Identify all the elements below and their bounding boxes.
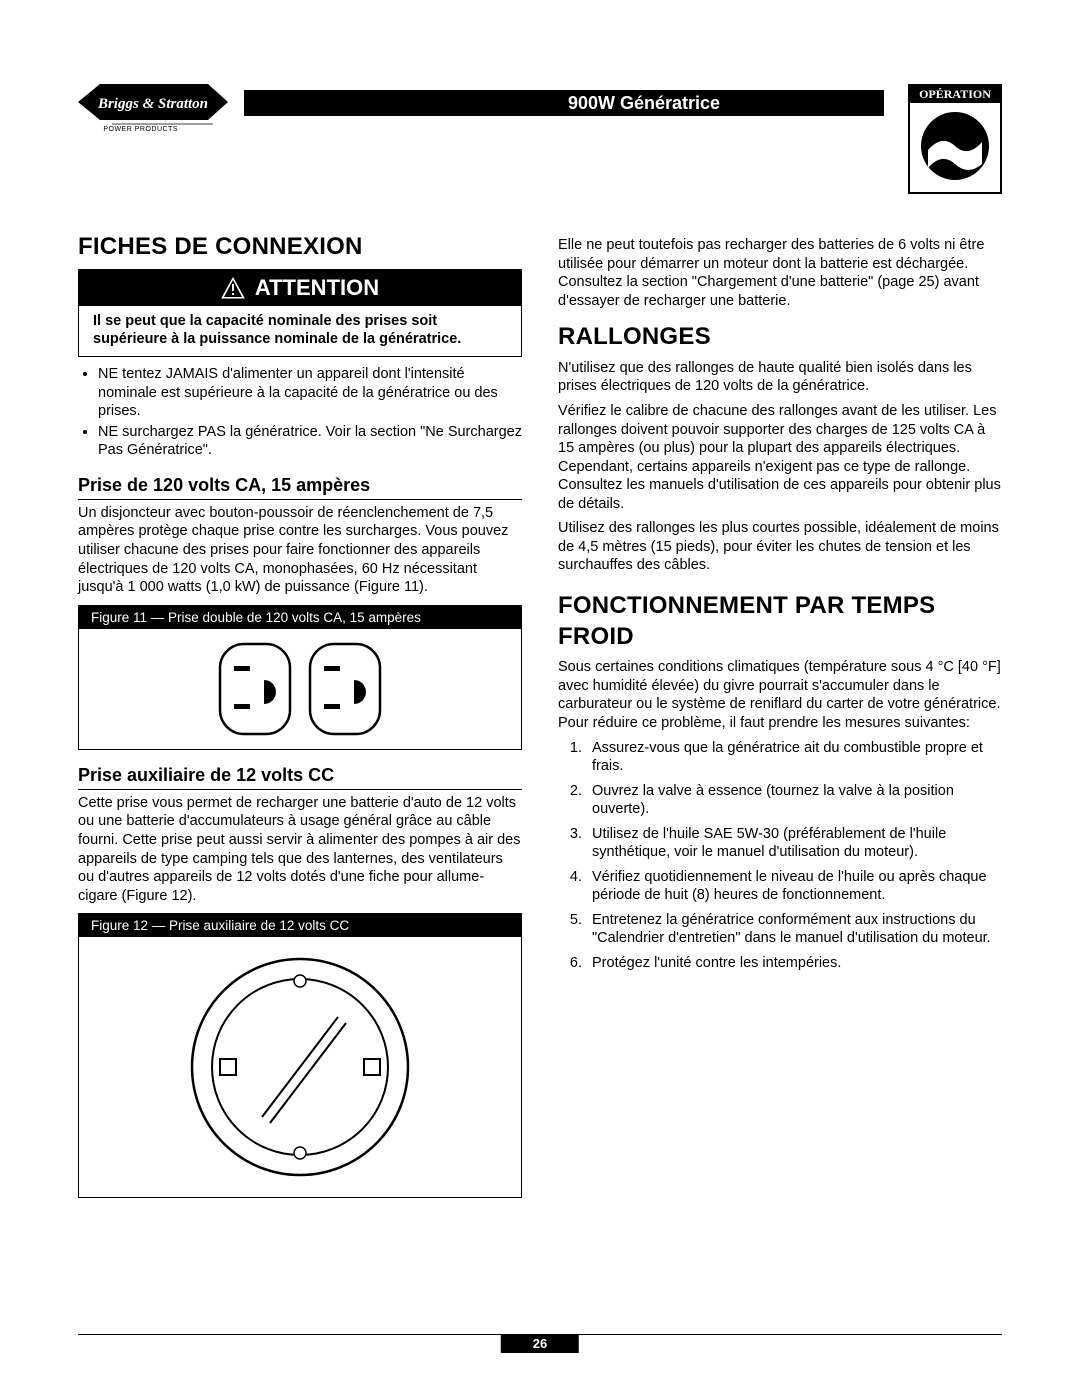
attention-label: ATTENTION <box>255 274 379 302</box>
title-bar: 900W Génératrice <box>244 90 884 116</box>
paragraph-rallonges-2: Vérifiez le calibre de chacune des rallo… <box>558 402 1002 513</box>
figure-11: Figure 11 — Prise double de 120 volts CA… <box>78 605 522 750</box>
attention-header: ATTENTION <box>79 270 521 306</box>
duplex-outlet-icon <box>170 634 430 744</box>
paragraph-rallonges-3: Utilisez des rallonges les plus courtes … <box>558 519 1002 575</box>
step-item: Protégez l'unité contre les intempéries. <box>586 954 1002 973</box>
subheading-12v: Prise auxiliaire de 12 volts CC <box>78 764 522 790</box>
subheading-120v: Prise de 120 volts CA, 15 ampères <box>78 474 522 500</box>
page-number: 26 <box>501 1334 579 1353</box>
warning-triangle-icon <box>221 277 245 299</box>
right-column: Elle ne peut toutefois pas recharger des… <box>558 232 1002 1212</box>
page-header: Briggs & Stratton POWER PRODUCTS 900W Gé… <box>78 84 1002 194</box>
manual-page: Briggs & Stratton POWER PRODUCTS 900W Gé… <box>0 0 1080 1397</box>
paragraph-froid-intro: Sous certaines conditions climatiques (t… <box>558 658 1002 732</box>
step-item: Assurez-vous que la génératrice ait du c… <box>586 739 1002 776</box>
attention-bullets: NE tentez JAMAIS d'alimenter un appareil… <box>98 365 522 460</box>
figure-12: Figure 12 — Prise auxiliaire de 12 volts… <box>78 913 522 1198</box>
operation-badge: OPÉRATION <box>908 84 1002 194</box>
figure-12-image <box>79 937 521 1197</box>
attention-bullet: NE surchargez PAS la génératrice. Voir l… <box>98 423 522 460</box>
step-item: Vérifiez quotidiennement le niveau de l'… <box>586 868 1002 905</box>
attention-box: ATTENTION Il se peut que la capacité nom… <box>78 269 522 357</box>
logo-brand-text: Briggs & Stratton <box>97 96 208 112</box>
paragraph-12v: Cette prise vous permet de recharger une… <box>78 794 522 905</box>
figure-12-caption: Figure 12 — Prise auxiliaire de 12 volts… <box>79 914 521 937</box>
attention-body: Il se peut que la capacité nominale des … <box>79 306 521 356</box>
section-heading-rallonges: RALLONGES <box>558 322 1002 353</box>
logo-subtext: POWER PRODUCTS <box>103 126 178 133</box>
title-bar-text: 900W Génératrice <box>568 93 720 114</box>
step-item: Utilisez de l'huile SAE 5W-30 (préférabl… <box>586 825 1002 862</box>
cold-weather-steps: Assurez-vous que la génératrice ait du c… <box>558 739 1002 973</box>
section-heading-froid: FONCTIONNEMENT PAR TEMPS FROID <box>558 591 1002 652</box>
figure-11-caption: Figure 11 — Prise double de 120 volts CA… <box>79 606 521 629</box>
content-columns: FICHES DE CONNEXION ATTENTION Il se peut… <box>78 232 1002 1212</box>
briggs-stratton-logo: Briggs & Stratton POWER PRODUCTS <box>78 78 228 138</box>
step-item: Ouvrez la valve à essence (tournez la va… <box>586 782 1002 819</box>
dc-outlet-icon <box>180 947 420 1187</box>
paragraph-battery-note: Elle ne peut toutefois pas recharger des… <box>558 236 1002 310</box>
paragraph-120v: Un disjoncteur avec bouton-poussoir de r… <box>78 504 522 597</box>
step-item: Entretenez la génératrice conformément a… <box>586 911 1002 948</box>
badge-label: OPÉRATION <box>919 87 991 101</box>
figure-11-image <box>79 629 521 749</box>
paragraph-rallonges-1: N'utilisez que des rallonges de haute qu… <box>558 359 1002 396</box>
section-heading-fiches: FICHES DE CONNEXION <box>78 232 522 263</box>
attention-bullet: NE tentez JAMAIS d'alimenter un appareil… <box>98 365 522 421</box>
left-column: FICHES DE CONNEXION ATTENTION Il se peut… <box>78 232 522 1212</box>
